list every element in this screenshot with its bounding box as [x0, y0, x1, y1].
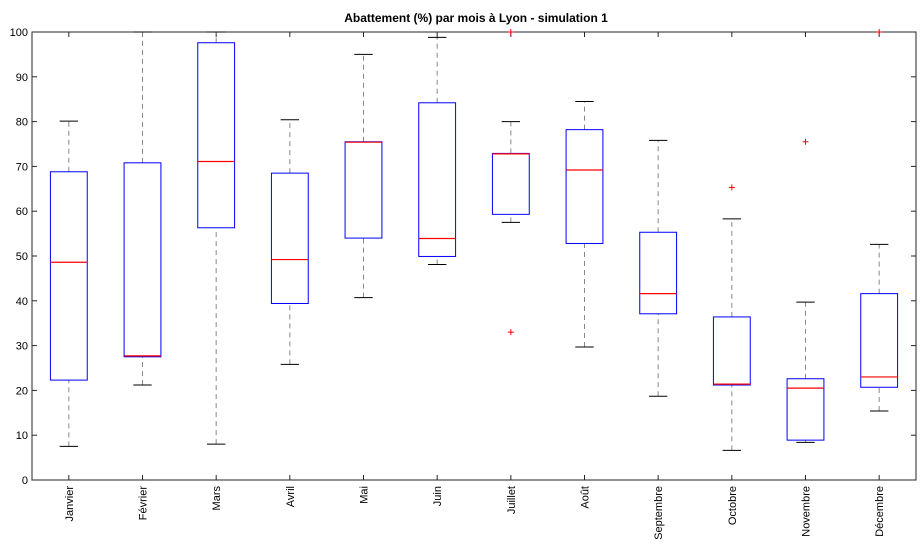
x-tick-label: Octobre [727, 486, 739, 525]
y-tick-label: 20 [16, 385, 28, 397]
x-tick-label: Décembre [874, 486, 886, 537]
box [344, 141, 383, 239]
y-tick-label: 70 [16, 161, 28, 173]
x-tick-label: Janvier [64, 486, 76, 522]
x-tick-label: Juin [432, 486, 444, 506]
box [418, 102, 457, 257]
x-tick-label: Juillet [506, 486, 518, 514]
chart-title: Abattement (%) par mois à Lyon - simulat… [344, 11, 608, 25]
y-tick-label: 90 [16, 72, 28, 84]
y-tick-label: 60 [16, 206, 28, 218]
box [123, 162, 162, 358]
box [639, 231, 678, 315]
x-tick-label: Août [580, 486, 592, 509]
box [565, 129, 604, 244]
box [270, 172, 309, 304]
box [860, 293, 899, 388]
y-tick-label: 80 [16, 117, 28, 129]
x-tick-label: Septembre [653, 486, 665, 540]
box [491, 152, 530, 215]
box [712, 316, 751, 386]
plot-area: 0 10 20 30 40 50 60 70 80 90 100 Janvier Février Mars… [10, 27, 917, 540]
x-tick-label: Mai [359, 486, 371, 504]
y-tick-label: 0 [22, 475, 28, 487]
x-tick-label: Avril [285, 486, 297, 507]
y-tick-label: 100 [10, 27, 28, 39]
box [49, 171, 88, 381]
x-tick-label: Novembre [801, 486, 813, 537]
y-tick-label: 40 [16, 296, 28, 308]
y-tick-label: 30 [16, 341, 28, 353]
y-tick-label: 50 [16, 251, 28, 263]
box [786, 378, 825, 441]
y-tick-label: 10 [16, 430, 28, 442]
box [197, 42, 236, 229]
x-tick-label: Février [138, 486, 150, 521]
axes-frame [31, 31, 917, 481]
x-tick-label: Mars [211, 486, 223, 511]
